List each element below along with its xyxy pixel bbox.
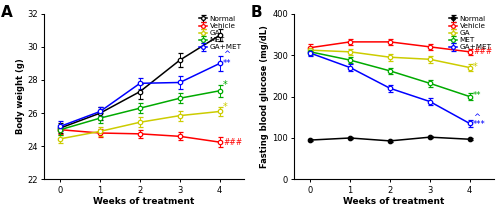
Legend: Normal, Vehicle, GA, MET, GA+MET: Normal, Vehicle, GA, MET, GA+MET — [198, 15, 242, 51]
Text: ###: ### — [223, 138, 242, 147]
Text: A: A — [0, 6, 12, 20]
Text: ###: ### — [473, 47, 492, 56]
Text: *: * — [223, 102, 228, 112]
Text: **: ** — [473, 91, 482, 100]
Y-axis label: Fasting blood glucose (mg/dL): Fasting blood glucose (mg/dL) — [260, 25, 270, 168]
X-axis label: Weeks of treatment: Weeks of treatment — [94, 197, 194, 206]
Text: *: * — [223, 80, 228, 90]
Text: ^: ^ — [473, 113, 480, 122]
Text: B: B — [250, 6, 262, 20]
Text: ***: *** — [473, 120, 486, 129]
Legend: Normal, Vehicle, GA, MET, GA+MET: Normal, Vehicle, GA, MET, GA+MET — [448, 15, 492, 51]
Y-axis label: Body weight (g): Body weight (g) — [16, 59, 24, 134]
Text: ^: ^ — [223, 50, 230, 59]
X-axis label: Weeks of treatment: Weeks of treatment — [344, 197, 444, 206]
Text: **: ** — [223, 59, 232, 68]
Text: *: * — [473, 62, 478, 72]
